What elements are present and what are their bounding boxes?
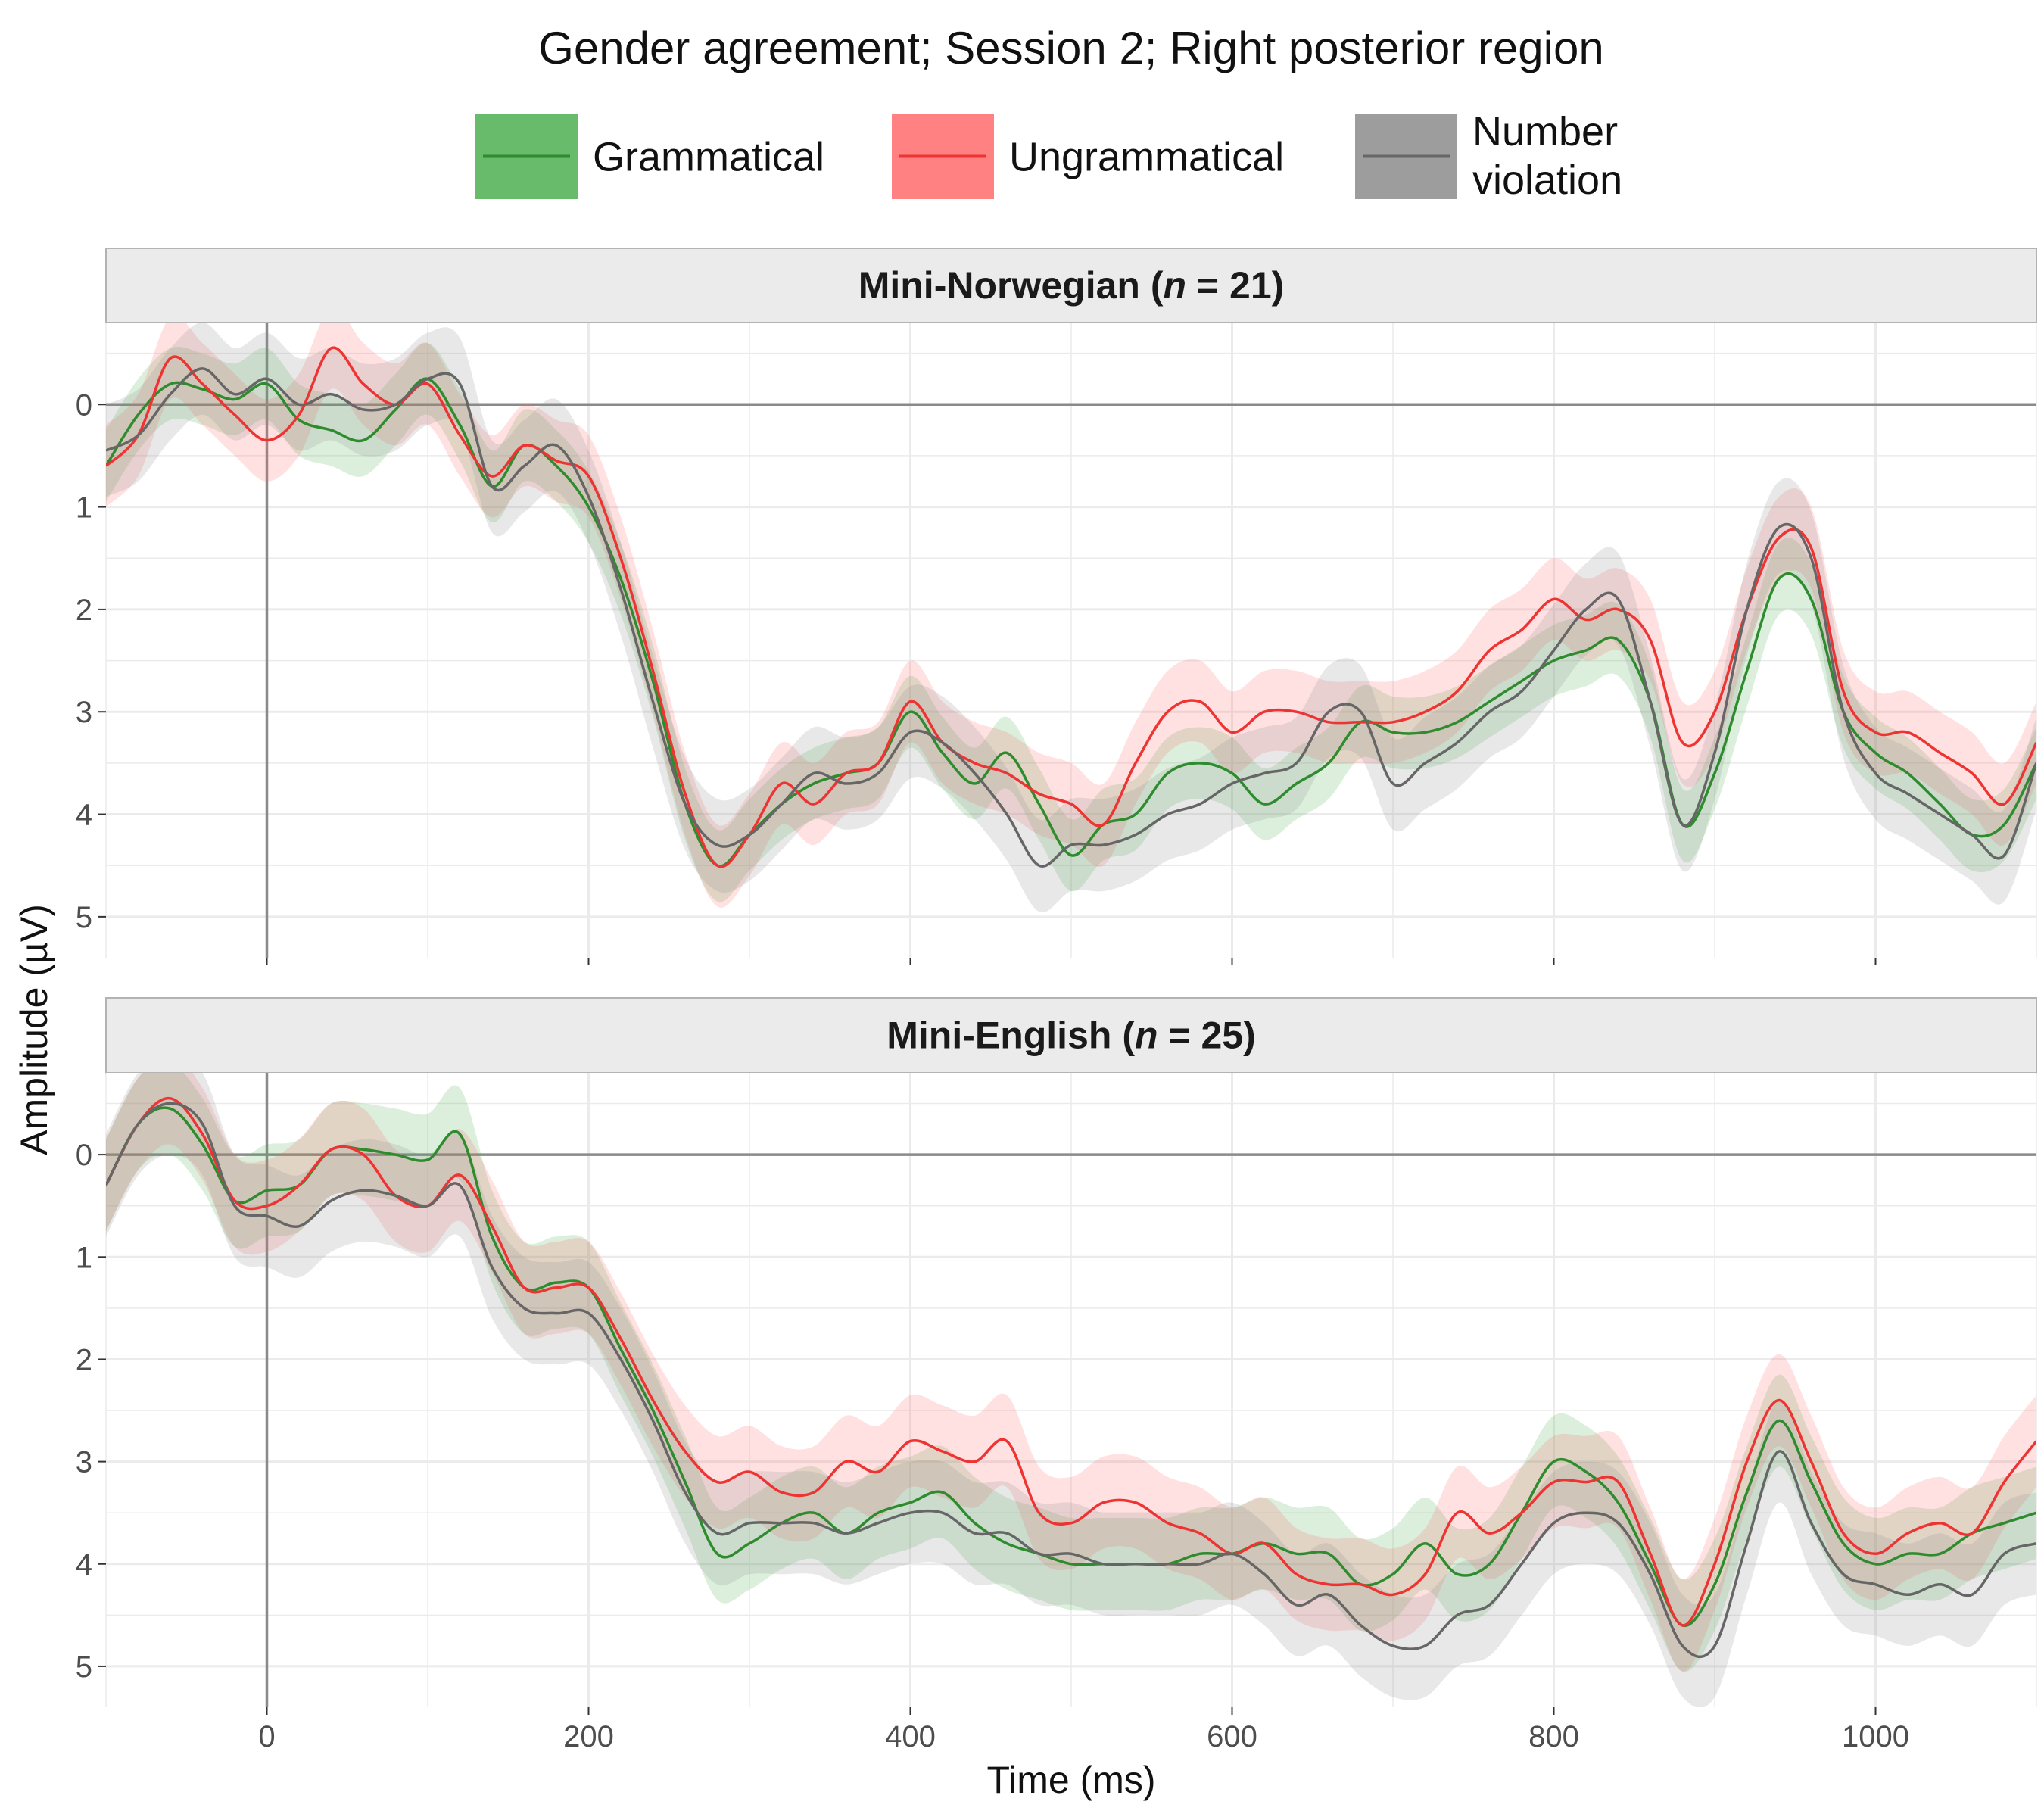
y-tick-label: 1 — [76, 1241, 92, 1274]
legend-label-line2: violation — [1472, 157, 1622, 203]
panels: Mini-Norwegian (n = 21)012345Mini-Englis… — [76, 248, 2037, 1753]
legend-label: Ungrammatical — [1009, 135, 1284, 180]
confidence-band-number-violation — [106, 323, 2036, 913]
y-axis-title: Amplitude (µV) — [13, 904, 55, 1155]
confidence-band-grammatical — [106, 342, 2036, 902]
panel-data — [106, 1073, 2036, 1707]
panel-2: Mini-English (n = 25) 0 1 2 3 4 5 0 200 400 600 800… — [76, 997, 2037, 1753]
panel-data — [106, 323, 2036, 913]
series-line-grammatical — [106, 377, 2036, 868]
panel-strip-label: Mini-Norwegian (n = 21) — [858, 264, 1285, 307]
strip-label-before: Mini-English ( — [886, 1014, 1135, 1057]
x-tick-label: 400 — [885, 1720, 936, 1753]
strip-label-after: = 25) — [1158, 1014, 1256, 1057]
legend-item-grammatical: Grammatical — [475, 114, 824, 199]
panel-strip — [105, 248, 2037, 323]
confidence-band-number-violation — [106, 1073, 2036, 1707]
x-tick-label: 1000 — [1842, 1720, 1909, 1753]
series-line-number-violation — [106, 1102, 2036, 1659]
x-tick-label: 0 — [258, 1720, 275, 1753]
x-axis-title: Time (ms) — [986, 1759, 1155, 1801]
y-tick-label: 4 — [76, 799, 92, 832]
y-tick-label: 4 — [76, 1548, 92, 1582]
chart-title: Gender agreement; Session 2; Right poste… — [538, 23, 1603, 73]
series-line-ungrammatical — [106, 346, 2036, 868]
panel-strip — [105, 997, 2037, 1074]
y-tick-label: 0 — [76, 388, 92, 422]
y-tick-label: 5 — [76, 1650, 92, 1684]
confidence-band-grammatical — [106, 1073, 2036, 1672]
strip-label-before: Mini-Norwegian ( — [858, 264, 1164, 307]
y-tick-label: 3 — [76, 696, 92, 729]
strip-label-n: n — [1135, 1014, 1158, 1057]
confidence-band-ungrammatical — [106, 323, 2036, 908]
y-tick-label: 1 — [76, 491, 92, 525]
legend-label-line1: Number — [1472, 109, 1618, 154]
y-tick-label: 0 — [76, 1139, 92, 1172]
legend-item-ungrammatical: Ungrammatical — [892, 114, 1284, 199]
x-tick-label: 800 — [1528, 1720, 1579, 1753]
x-tick-label: 200 — [563, 1720, 614, 1753]
series-line-number-violation — [106, 367, 2036, 868]
series-line-grammatical — [106, 1106, 2036, 1627]
legend-label: Grammatical — [593, 135, 824, 180]
panel-strip-label: Mini-English (n = 25) — [886, 1014, 1256, 1057]
strip-label-n: n — [1163, 264, 1186, 307]
y-tick-label: 2 — [76, 594, 92, 627]
y-tick-label: 3 — [76, 1446, 92, 1479]
panel-1: Mini-Norwegian (n = 21) 0 1 2 3 4 5 — [76, 248, 2037, 965]
strip-label-after: = 21) — [1186, 264, 1284, 307]
y-tick-label: 2 — [76, 1343, 92, 1376]
x-tick-label: 600 — [1207, 1720, 1257, 1753]
y-tick-label: 5 — [76, 901, 92, 934]
